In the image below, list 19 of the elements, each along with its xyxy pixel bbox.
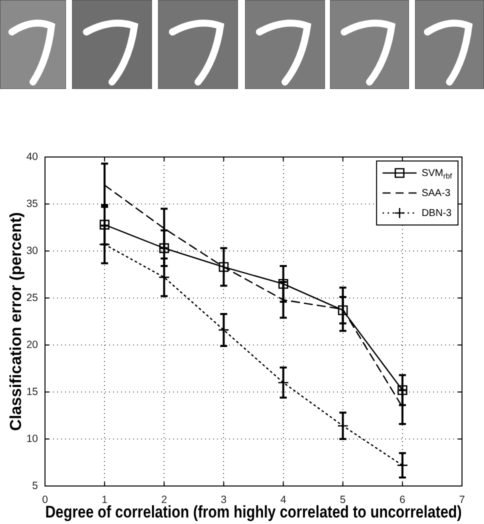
point	[218, 262, 229, 272]
point	[100, 220, 110, 230]
y-tick-label: 10	[26, 432, 38, 445]
legend-label: DBN-3	[422, 208, 452, 219]
y-tick-label: 20	[26, 338, 38, 351]
x-tick-label: 7	[459, 494, 466, 506]
y-tick-label: 15	[26, 386, 38, 398]
point	[338, 305, 348, 316]
legend-label: SAA-3	[422, 188, 451, 199]
point	[396, 460, 408, 471]
point	[278, 279, 288, 289]
point	[398, 385, 408, 396]
y-tick-label: 5	[32, 480, 38, 492]
y-tick-label: 30	[26, 244, 38, 257]
y-axis-title: Classification error (percent)	[8, 212, 26, 431]
y-tick-label: 35	[26, 198, 38, 210]
y-tick-label: 25	[26, 292, 38, 304]
point	[159, 243, 170, 254]
y-tick-label: 40	[26, 150, 38, 163]
